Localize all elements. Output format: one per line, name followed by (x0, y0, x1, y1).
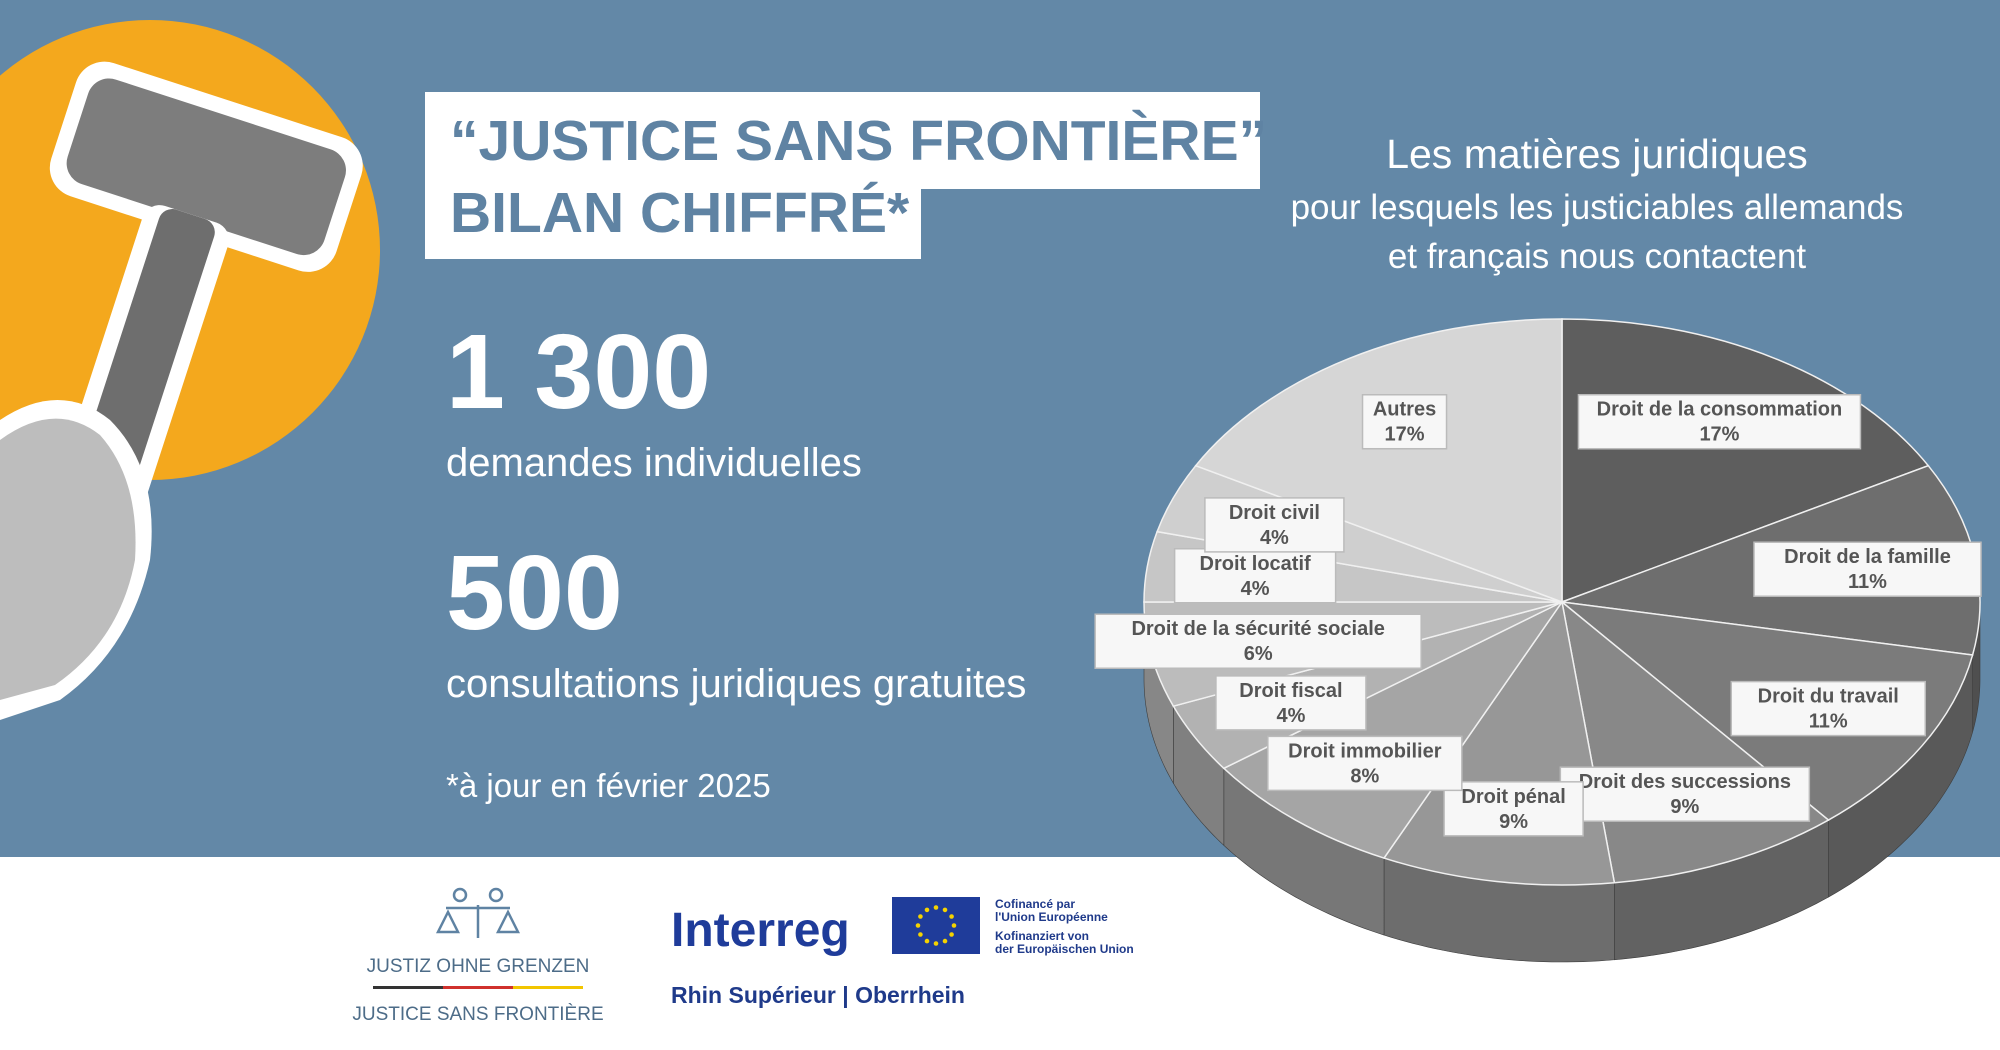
pie-chart: Droit de la consommation 17% Droit de la f… (1094, 318, 1982, 963)
label-box (1173, 548, 1337, 604)
eu-star (918, 914, 923, 919)
label-box (1361, 393, 1448, 450)
eu-star (951, 923, 957, 928)
eu-star (942, 938, 948, 944)
slice-value-label: 17% (1699, 424, 1739, 446)
slice-value-label: 11% (1809, 711, 1848, 733)
pie-slice (1561, 318, 1930, 604)
stat-label: consultations juridiques gratuites (446, 662, 1026, 706)
eu-star (949, 932, 954, 937)
label-box (1267, 735, 1463, 792)
slice-label: Droit du travail (1758, 686, 1899, 708)
slice-value-label: 4% (1260, 527, 1289, 549)
slice-value-label: 17% (1385, 424, 1425, 446)
flag-stripe (443, 986, 513, 989)
slice-value-label: 11% (1848, 571, 1887, 593)
slice-label: Droit de la sécurité sociale (1131, 618, 1384, 640)
label-box (1730, 680, 1926, 737)
title-box (425, 92, 1260, 189)
slice-label: Droit locatif (1200, 553, 1311, 575)
eu-text: der Europäischen Union (995, 942, 1134, 956)
slice-label: Autres (1373, 399, 1436, 421)
title: BILAN CHIFFRÉ* (450, 181, 910, 245)
eu-text: Cofinancé par (995, 897, 1075, 911)
slice-value-label: 4% (1276, 705, 1305, 727)
eu-star (924, 907, 930, 913)
chart-title: Les matières juridiques (1386, 131, 1808, 177)
label-box (1559, 766, 1811, 822)
flag-stripe (373, 986, 443, 989)
pie-slice (1194, 318, 1563, 604)
logo-text: JUSTICE SANS FRONTIÈRE (352, 1004, 603, 1025)
title-box (425, 189, 921, 259)
eu-star (933, 941, 939, 946)
label-box (1577, 393, 1862, 450)
stat-label: demandes individuelles (446, 441, 862, 485)
slice-label: Droit pénal (1461, 786, 1565, 808)
eu-star (918, 932, 923, 937)
eu-star (915, 923, 921, 928)
label-box (1204, 497, 1345, 553)
label-box (1443, 781, 1584, 837)
title: “JUSTICE SANS FRONTIÈRE” (450, 109, 1267, 173)
flag-stripe (513, 986, 583, 989)
stat-number: 500 (446, 534, 623, 652)
eu-star (942, 907, 948, 913)
slice-value-label: 9% (1499, 811, 1528, 833)
slice-label: Droit civil (1229, 502, 1320, 524)
slice-label: Droit de la consommation (1597, 399, 1843, 421)
chart-title: pour lesquels les justiciables allemands (1291, 188, 1904, 227)
logo-text: JUSTIZ OHNE GRENZEN (367, 956, 590, 977)
gavel (0, 61, 363, 720)
label-box (1215, 675, 1367, 731)
slice-label: Droit immobilier (1288, 740, 1442, 762)
slice-value-label: 4% (1241, 578, 1270, 600)
label-box (1753, 541, 1982, 597)
stat-number: 1 300 (446, 313, 711, 431)
pie-slice (1222, 600, 1565, 859)
region: Rhin Supérieur | Oberrhein (671, 982, 965, 1008)
eu-star (933, 905, 939, 910)
eu-star (924, 938, 930, 944)
eu-text: l'Union Européenne (995, 910, 1108, 924)
slice-value-label: 9% (1670, 796, 1699, 818)
eu-text: Kofinanziert von (995, 929, 1089, 943)
eu-stars (915, 905, 957, 946)
chart-title: et français nous contactent (1388, 237, 1807, 276)
slice-label: Droit des successions (1579, 771, 1791, 793)
note: *à jour en février 2025 (446, 767, 771, 804)
slice-label: Droit de la famille (1784, 546, 1951, 568)
slice-value-label: 6% (1244, 643, 1273, 665)
slice-value-label: 8% (1350, 765, 1379, 787)
eu-star (949, 914, 954, 919)
slice-label: Droit fiscal (1239, 680, 1342, 702)
logo-scales (435, 887, 521, 938)
label-box (1094, 613, 1422, 669)
interreg: Interreg (671, 904, 850, 957)
